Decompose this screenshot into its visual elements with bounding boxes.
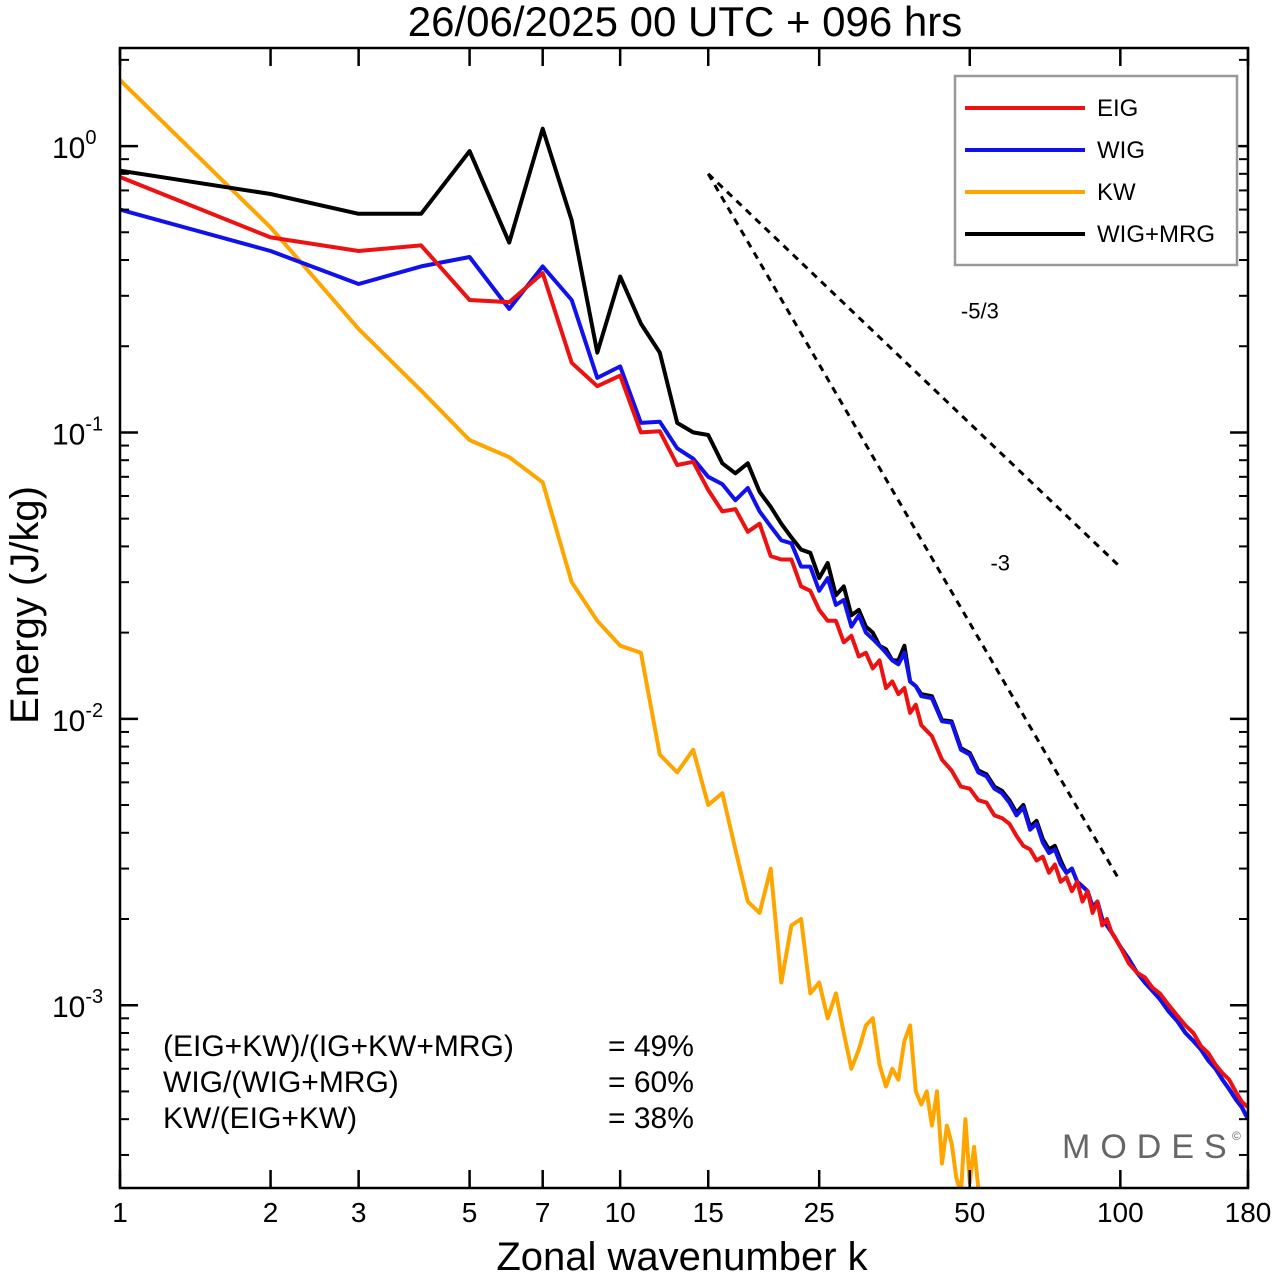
x-tick-label: 10 — [605, 1197, 636, 1228]
x-tick-label: 1 — [112, 1197, 128, 1228]
legend-label-wig: WIG — [1097, 137, 1145, 164]
reference-lines-layer: -5/3 -3 — [706, 172, 1122, 883]
ratio-label: (EIG+KW)/(IG+KW+MRG) — [163, 1030, 514, 1063]
x-tick-label: 7 — [535, 1197, 551, 1228]
x-tick-label: 180 — [1225, 1197, 1272, 1228]
chart-title: 26/06/2025 00 UTC + 096 hrs — [408, 0, 963, 45]
legend-label-wig-mrg: WIG+MRG — [1097, 221, 1215, 248]
y-tick-label: 10-1 — [52, 413, 103, 451]
x-tick-label: 25 — [804, 1197, 835, 1228]
x-tick-label: 5 — [462, 1197, 478, 1228]
plot-frame — [118, 46, 1250, 1190]
ratio-value: = 60% — [608, 1066, 694, 1099]
slope-line-2 — [706, 173, 1122, 883]
ratio-label: WIG/(WIG+MRG) — [163, 1066, 399, 1099]
y-tick-label: 100 — [52, 127, 97, 165]
series-line-wig — [120, 207, 1248, 1121]
x-tick-label: 15 — [693, 1197, 724, 1228]
y-tick-label: 10-3 — [52, 986, 103, 1024]
series-line-wig-mrg — [120, 126, 1248, 1121]
slope-line-1 — [707, 172, 1122, 569]
ratio-label: KW/(EIG+KW) — [163, 1102, 357, 1135]
modes-watermark: MODES — [1062, 1128, 1237, 1166]
series-line-eig — [120, 175, 1248, 1109]
legend: EIG WIG KW WIG+MRG — [953, 74, 1239, 267]
series-line-kw — [120, 78, 981, 1188]
legend-label-eig: EIG — [1097, 95, 1138, 122]
series-layer — [120, 78, 1248, 1188]
y-axis-label: Energy (J/kg) — [3, 486, 47, 724]
slope-label-1: -5/3 — [961, 298, 999, 323]
x-tick-label: 100 — [1097, 1197, 1144, 1228]
ratio-value: = 49% — [608, 1030, 694, 1063]
legend-label-kw: KW — [1097, 179, 1136, 206]
copyright-symbol: © — [1232, 1129, 1241, 1143]
axis-ticks-layer: 1 2 3 5 7 10 15 25 50 100 180 10-3 10-2 10-1 100 — [52, 48, 1271, 1228]
x-axis-label: Zonal wavenumber k — [496, 1235, 868, 1279]
x-tick-label: 50 — [954, 1197, 985, 1228]
x-tick-label: 3 — [351, 1197, 367, 1228]
ratio-value: = 38% — [608, 1102, 694, 1135]
slope-label-2: -3 — [990, 550, 1010, 575]
y-tick-label: 10-2 — [52, 700, 103, 738]
ratio-annotations: (EIG+KW)/(IG+KW+MRG) = 49% WIG/(WIG+MRG) = … — [163, 1030, 694, 1135]
x-tick-label: 2 — [263, 1197, 279, 1228]
